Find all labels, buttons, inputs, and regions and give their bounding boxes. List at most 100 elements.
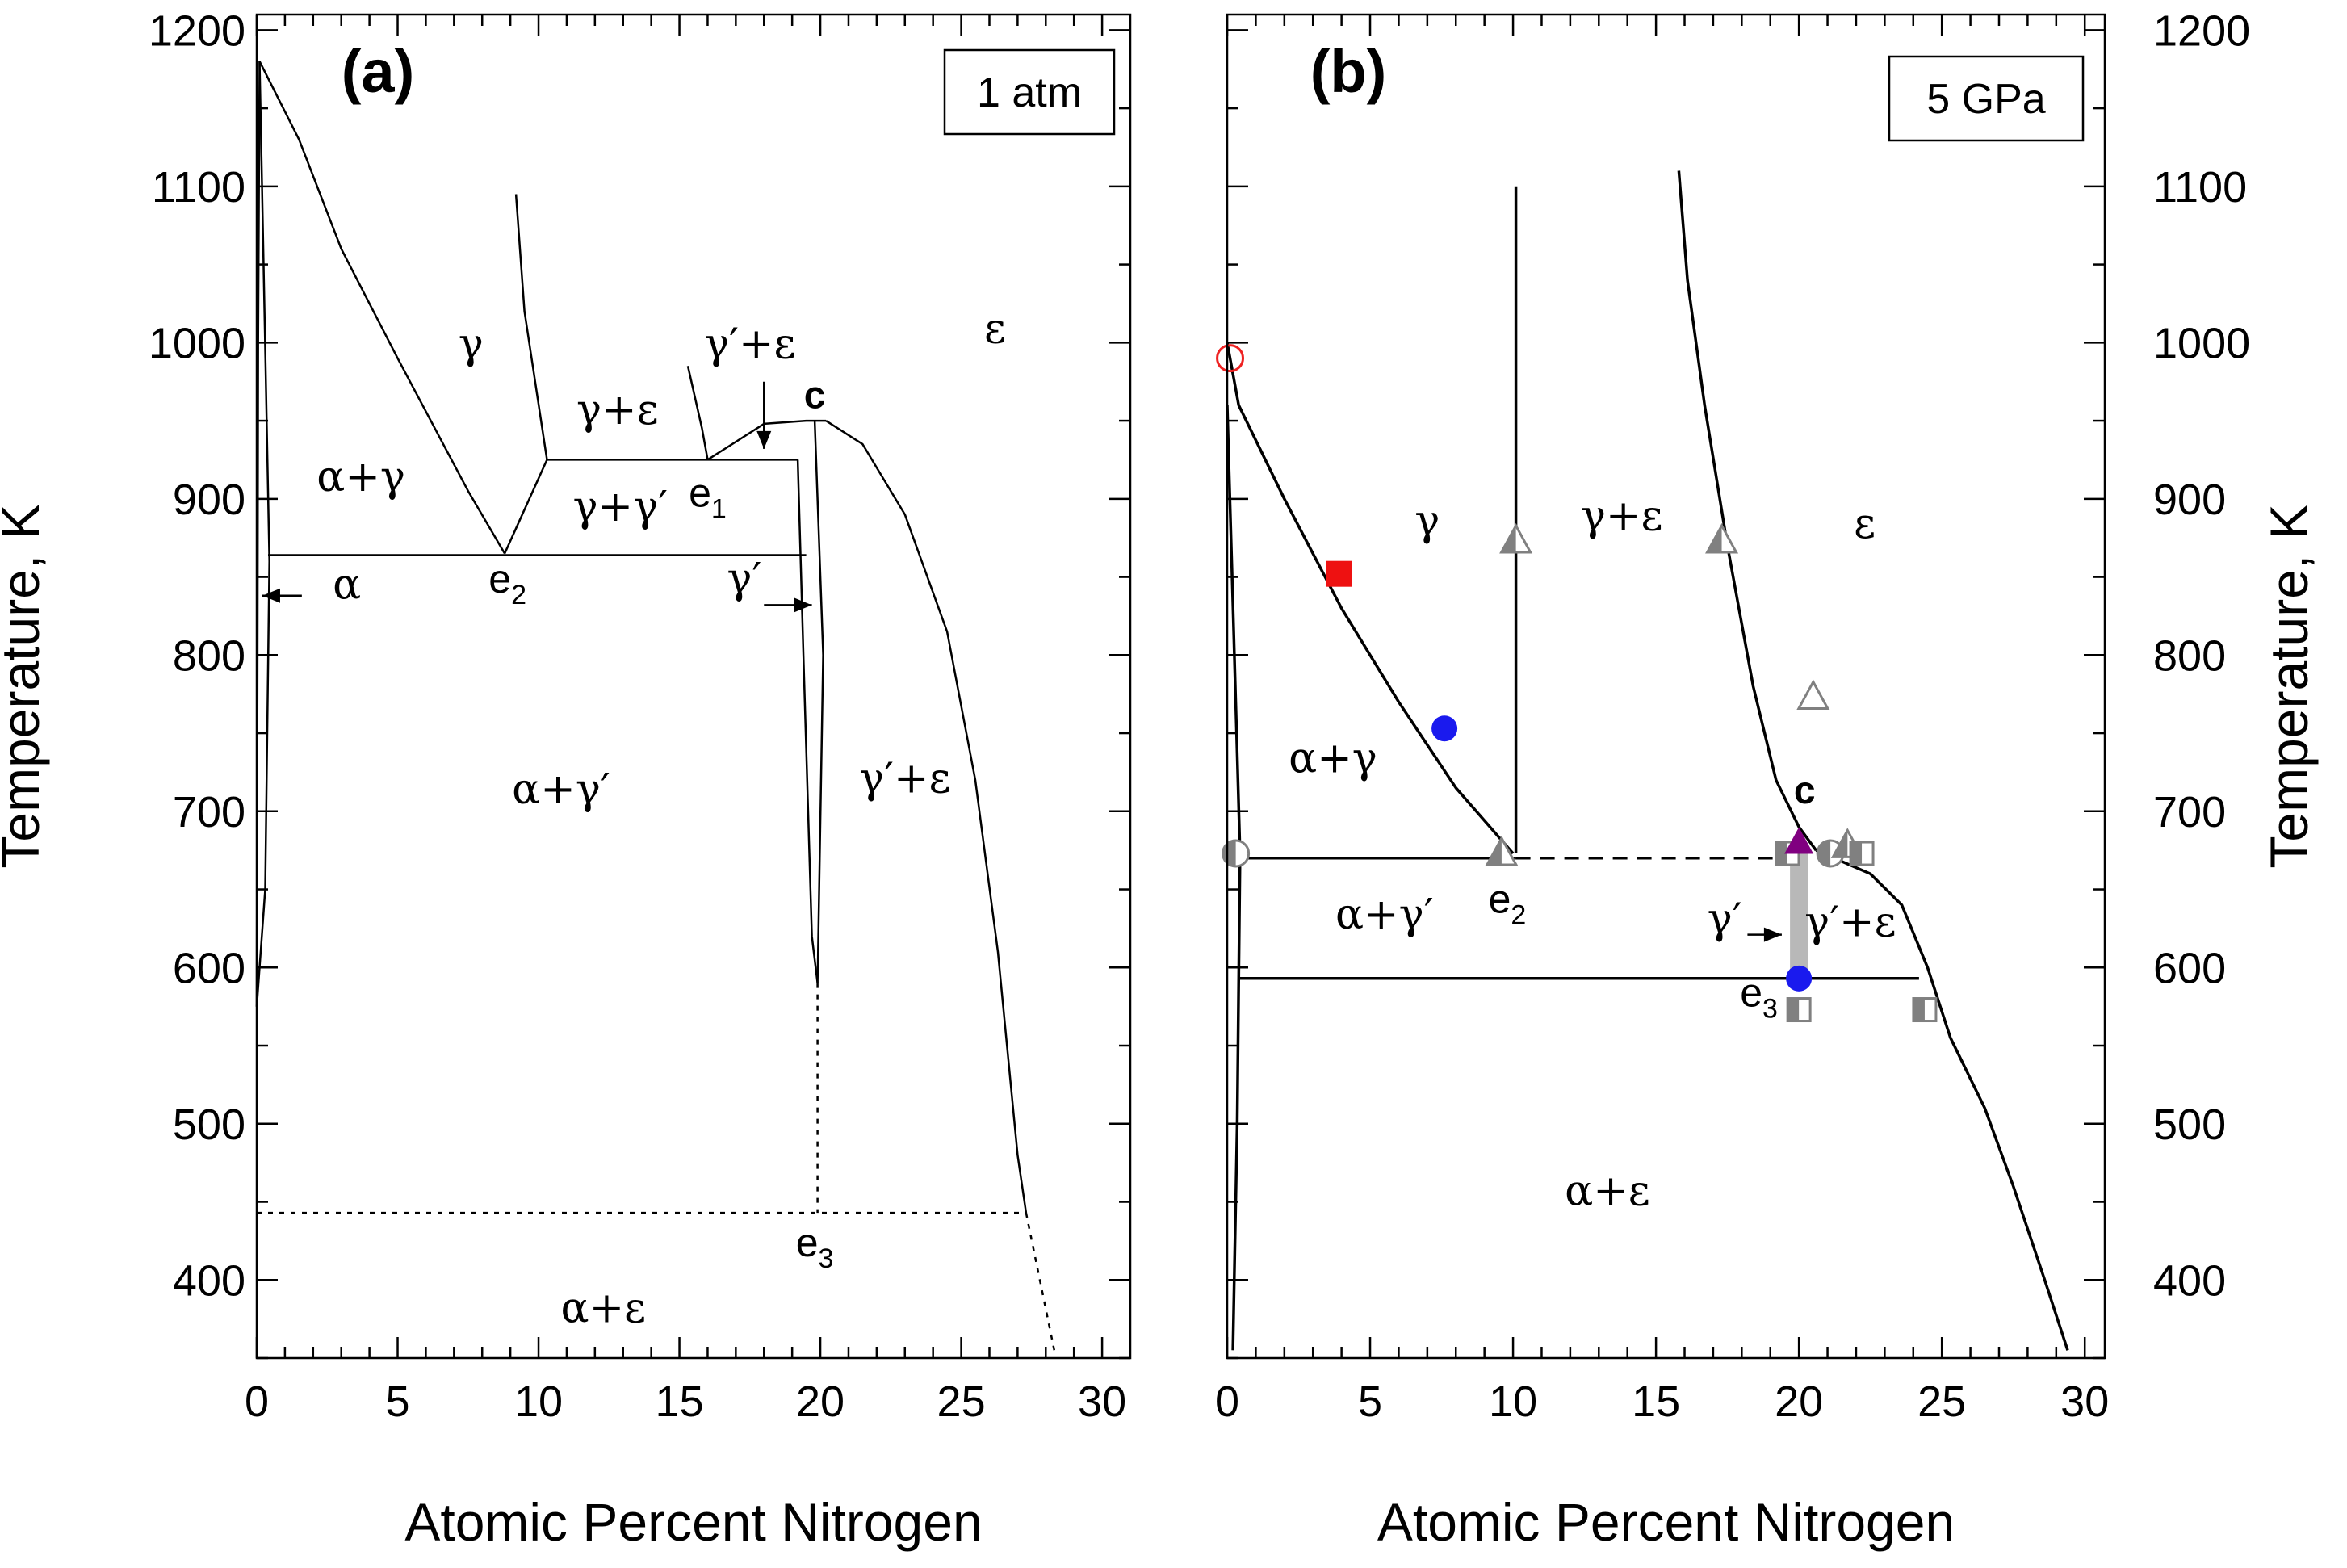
plot-frame [255,13,1132,1360]
y-tick-label: 900 [2153,476,2226,524]
condition-box [943,48,1116,136]
phase-boundary-solid [1226,342,1515,855]
phase-label: γ+ε [576,386,659,434]
condition-label: 5 GPa [1926,76,2045,123]
phase-label: α+γ [1289,734,1377,782]
annotation-arrow [1747,927,1782,942]
x-tick-label: 30 [1078,1377,1126,1426]
marker-triangle-half [1499,522,1533,554]
marker-circle-open [1216,344,1245,373]
marker-square-half [1912,997,1938,1023]
phase-label: γ′+ε [704,321,795,369]
phase-label: α+γ′ [512,765,610,814]
phase-boundary-solid [706,419,826,461]
phase-label: α+ε [1565,1167,1650,1215]
panel-label: (b) [1310,38,1387,105]
y-tick-label: 600 [173,944,245,992]
panel-b-text: 0 5 10 15 20 25 30 400 500 600 700 800 900 1000 1100 12… [1215,6,2319,1552]
y-tick-label: 500 [173,1101,245,1149]
panel-b-markers [1216,344,1938,1023]
plot-frame [1226,13,2106,1360]
panel-b-frame [1226,13,2106,1360]
y-tick-label: 500 [2153,1101,2226,1149]
phase-boundary-solid [503,459,798,555]
x-tick-label: 20 [796,1377,845,1426]
phase-label: α [333,561,361,610]
phase-boundary-solid [796,459,819,983]
x-axis-title: Atomic Percent Nitrogen [404,1492,982,1552]
phase-boundary-solid [686,366,709,460]
y-tick-label: 400 [2153,1256,2226,1305]
marker-square-half [1775,841,1800,866]
y-tick-label: 700 [2153,788,2226,836]
point-label: e2 [1489,877,1527,931]
phase-label: γ′+ε [1804,899,1896,947]
condition-label: 1 atm [977,69,1082,116]
phase-label: γ+γ′ [572,483,668,531]
y-tick-label: 1200 [2153,6,2250,55]
phase-label: γ [459,321,484,369]
panel-a-frame [255,13,1132,1360]
phase-boundary-solid [825,420,1028,1214]
y-tick-label: 700 [173,788,245,836]
x-tick-label: 15 [1632,1377,1680,1426]
panel-label: (a) [342,38,414,105]
y-tick-label: 600 [2153,944,2226,992]
marker-triangle-half [1705,522,1739,554]
marker-triangle [1784,827,1814,854]
panel-b-ticks [1226,15,2105,1360]
y-tick-label: 1200 [149,6,245,55]
phase-boundary-solid [258,61,506,555]
y-tick-label: 800 [173,631,245,680]
marker-circle-half [1222,839,1251,868]
phase-boundary-solid [514,194,548,460]
phase-boundary-solid [1231,853,1242,1351]
point-label: e3 [1740,971,1778,1025]
phase-label: γ′ [727,555,761,603]
condition-box [1888,55,2085,142]
y-tick-label: 1000 [149,319,245,367]
panel-b: 0 5 10 15 20 25 30 400 500 600 700 800 900 1000 1100 12… [1215,6,2319,1552]
phase-label: γ′+ε [859,755,950,803]
x-tick-label: 10 [1489,1377,1537,1426]
x-tick-label: 5 [385,1377,409,1426]
phase-boundary-solid [813,421,824,983]
annotation-arrow [764,597,812,613]
x-tick-label: 25 [937,1377,986,1426]
x-tick-label: 20 [1775,1377,1823,1426]
marker-triangle-half [1485,835,1519,866]
y-tick-label: 1100 [152,163,245,212]
marker-circle [1786,965,1813,992]
point-label: e2 [488,556,526,610]
x-tick-label: 30 [2060,1377,2109,1426]
point-label: c [804,375,826,417]
phase-boundary-dotted [1025,1212,1056,1351]
phase-boundary-solid [1677,170,1817,852]
phase-label: γ [1414,497,1440,545]
marker-circle-half [1816,839,1845,868]
phase-boundary-solid [1815,849,2069,1351]
panel-a: 0 5 10 15 20 25 30 400 500 600 700 800 900 1000 1100 12… [0,6,1132,1552]
y-tick-label: 900 [173,476,245,524]
y-tick-label: 1000 [2153,319,2250,367]
phase-label: α+γ′ [1335,891,1434,939]
marker-square-half [1849,841,1875,866]
marker-circle [1431,715,1458,742]
marker-square-half [1786,997,1812,1023]
x-tick-label: 0 [1215,1377,1239,1426]
annotation-arrow [756,381,772,449]
phase-label: ε [1854,500,1876,548]
x-tick-label: 5 [1358,1377,1382,1426]
panel-a-lines [255,61,1056,1351]
phase-boundary-solid [1226,405,1242,854]
annotation-arrow [262,588,302,603]
y-tick-label: 1100 [2153,163,2247,212]
panel-a-ticks [255,15,1130,1360]
y-axis-title: Temperature, K [0,504,50,868]
y-axis-title: Temperature, K [2259,504,2319,868]
phase-label: α+ε [560,1284,646,1332]
phase-boundary-solid [255,61,270,1007]
point-label: e1 [689,470,727,524]
marker-triangle-open [1796,679,1830,711]
